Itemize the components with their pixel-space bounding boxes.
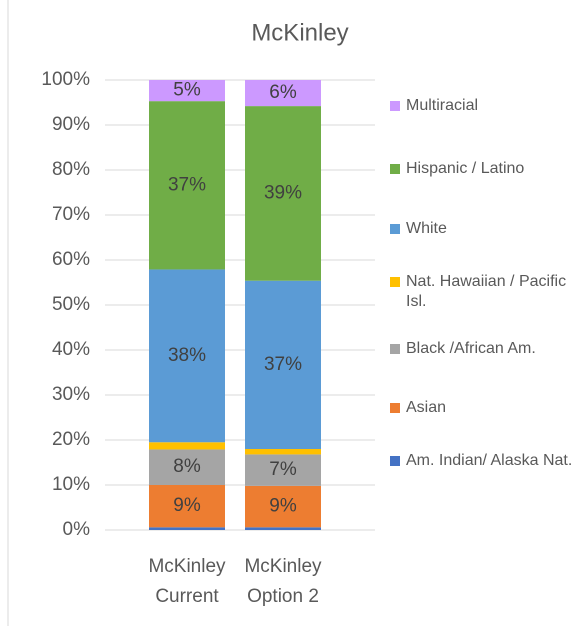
legend-label: White [406,220,447,237]
legend-label: Hispanic / Latino [406,160,525,177]
data-label: 39% [264,182,302,203]
data-label: 37% [168,174,206,195]
legend-label: Am. Indian/ Alaska Nat. [406,452,573,469]
legend-item: Asian [390,398,580,418]
y-tick-label: 70% [52,204,90,225]
chart-title: McKinley [251,19,348,46]
bar-segment [245,454,321,486]
y-tick-label: 30% [52,384,90,405]
y-tick-label: 0% [63,519,91,540]
legend-swatch [390,403,400,413]
legend-item: White [390,219,580,239]
x-tick-label: McKinley Option 2 [244,556,322,607]
legend-label: Black /African Am. [406,340,536,357]
data-label: 8% [173,456,201,477]
y-tick-label: 10% [52,474,90,495]
bar-segment [149,80,225,102]
y-tick-label: 20% [52,429,90,450]
data-label: 5% [173,80,201,101]
bar-segment [149,269,225,443]
bar-segment [149,101,225,270]
legend-swatch [390,456,400,466]
bar-segment [245,527,321,530]
data-label: 38% [168,345,206,366]
y-tick-label: 100% [41,69,90,90]
legend-swatch [390,224,400,234]
y-tick-label: 40% [52,339,90,360]
legend-item: Black /African Am. [390,339,580,359]
legend-swatch [390,344,400,354]
legend-swatch [390,164,400,174]
data-label: 7% [269,459,297,480]
data-label: 6% [269,82,297,103]
legend-item: Multiracial [390,96,580,116]
bar-segment [245,449,321,455]
bar-segment [245,485,321,528]
bar-segment [245,106,321,281]
data-label: 9% [173,495,201,516]
legend-swatch [390,101,400,111]
legend-item: Am. Indian/ Alaska Nat. [390,451,580,471]
legend-item: Nat. Hawaiian / Pacific Isl. [390,272,580,312]
bar-segment [149,449,225,485]
legend-swatch [390,277,400,287]
x-tick-label: McKinley Current [148,556,226,607]
y-tick-label: 60% [52,249,90,270]
bar-segment [149,442,225,450]
data-label: 9% [269,496,297,517]
y-tick-label: 80% [52,159,90,180]
bar-segment [245,80,321,107]
y-tick-label: 90% [52,114,90,135]
bar-segment [149,527,225,530]
legend-label: Nat. Hawaiian / Pacific Isl. [406,273,567,310]
bar-segment [245,280,321,449]
legend-label: Asian [406,399,447,416]
bar-segment [149,485,225,528]
legend-label: Multiracial [406,97,479,114]
y-tick-label: 50% [52,294,90,315]
legend-item: Hispanic / Latino [390,159,580,179]
data-label: 37% [264,354,302,375]
